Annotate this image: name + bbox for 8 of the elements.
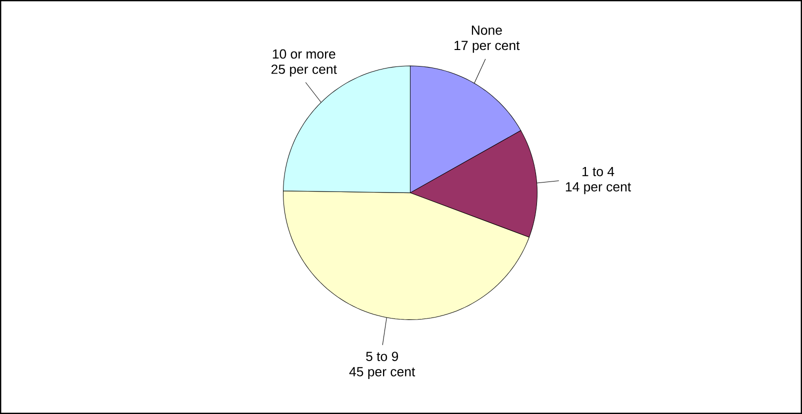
slice-label: 1 to 4 <box>582 166 614 176</box>
data-label: 14 per cent <box>566 182 631 194</box>
data-label: 25 per cent <box>271 64 337 77</box>
data-label: 17 per cent <box>454 40 520 53</box>
slice-label: 10 or more <box>272 49 336 59</box>
data-label: 45 per cent <box>349 367 416 379</box>
slice-label: 5 to 9 <box>366 352 398 362</box>
slice-label: None <box>472 26 502 35</box>
